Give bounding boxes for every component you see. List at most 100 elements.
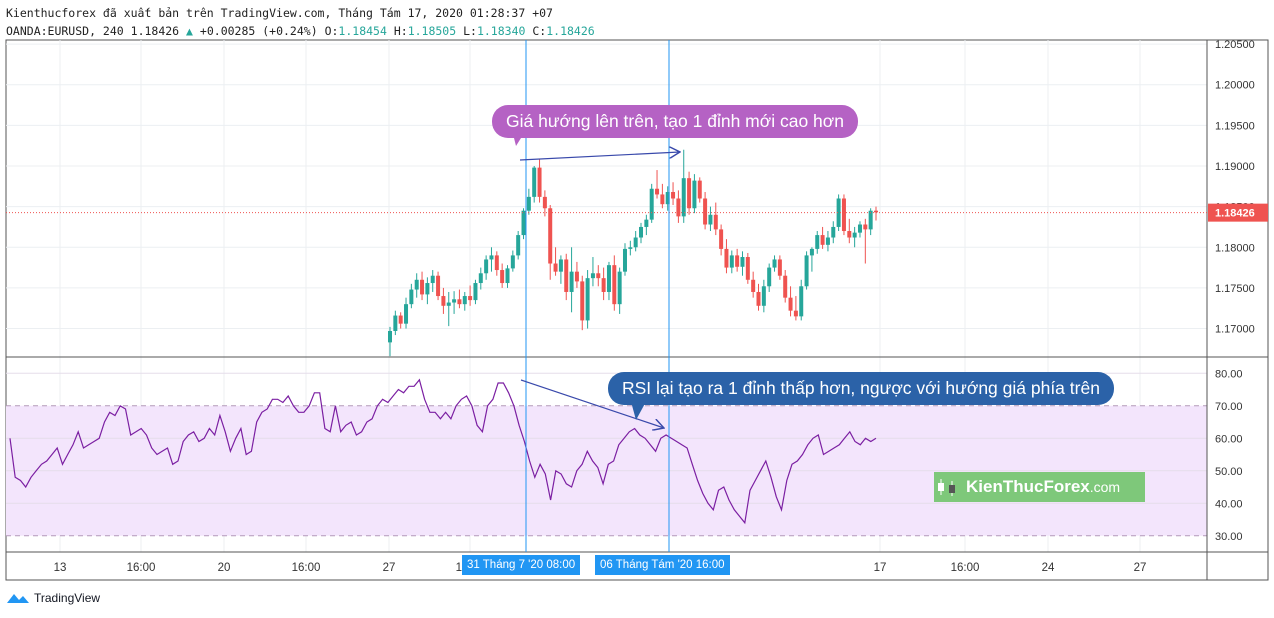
candle-body [735,255,740,267]
candle-body [398,315,403,324]
candle-body [404,304,409,324]
candle-body [532,167,537,197]
watermark-name: KienThucForex [966,477,1090,496]
rsi-tick-label: 80.00 [1215,368,1243,380]
candle-body [708,214,713,225]
candle-body [500,270,505,284]
candle-body [815,235,820,249]
candle-body [548,208,553,264]
candle-body [809,248,814,256]
candle-body [697,180,702,199]
current-price-tag [1208,203,1268,222]
candle-body [494,255,499,271]
candle-body [783,275,788,298]
candle-body [569,271,574,292]
time-tick-label: 27 [383,562,396,574]
candle-body [633,237,638,248]
time-tick-label: 24 [1042,562,1055,574]
candle-body [788,297,793,311]
rsi-annotation-bubble: RSI lại tạo ra 1 đỉnh thấp hơn, ngược vớ… [608,372,1114,405]
time-tick-label: 17 [874,562,887,574]
candle-body [558,259,563,272]
candle-body [388,330,392,343]
candle-body [484,259,489,274]
price-tick-label: 1.19500 [1215,120,1255,132]
time-tick-label: 16:00 [292,562,321,574]
candle-body [462,296,467,305]
candle-body [719,229,724,249]
candle-body [601,278,606,292]
candle-body [553,263,558,272]
candle-body [414,279,419,290]
candle-body [436,275,441,297]
price-annotation-bubble: Giá hướng lên trên, tạo 1 đỉnh mới cao h… [492,105,858,138]
time-tick-label: 16:00 [127,562,156,574]
candle-logo-icon [938,479,955,496]
candle-body [542,196,547,209]
candle-body [489,255,494,260]
candle-body [425,283,430,295]
candle-body [505,268,510,284]
time-tick-label: 16:00 [951,562,980,574]
candle-body [628,247,633,249]
candle-body [831,226,836,238]
candle-body [564,259,569,292]
candle-body [777,259,782,276]
open-value: 1.18454 [338,24,387,38]
close-value: 1.18426 [546,24,595,38]
candle-body [468,296,473,301]
candle-body [585,278,590,321]
tradingview-brand: TradingView [34,591,101,605]
candle-body [852,232,857,238]
rsi-tick-label: 70.00 [1215,401,1243,413]
candle-body [820,235,825,245]
tradingview-icon [7,594,29,603]
candle-body [478,273,483,284]
candle-body [516,235,521,256]
low-label: L: [463,24,477,38]
rsi-tick-label: 30.00 [1215,531,1243,543]
candle-body [606,265,611,292]
price-trend-arrow [519,152,680,161]
candle-body [836,198,841,227]
candle-body [420,279,425,295]
candle-body [740,257,745,267]
tradingview-logo[interactable]: TradingView [6,591,100,605]
candle-body [841,198,846,232]
candle-body [580,281,585,321]
watermark-logo: KienThucForex .com [934,472,1145,502]
candle-body [596,273,601,279]
time-tick-label: 27 [1134,562,1147,574]
price-tick-label: 1.20500 [1215,39,1255,51]
low-value: 1.18340 [476,24,526,38]
candle-body [793,310,798,317]
price-tick-label: 1.17500 [1215,283,1255,295]
candle-body [857,224,862,233]
candle-body [622,248,627,272]
candle-body [874,210,878,213]
candle-body [393,315,398,331]
rsi-tick-label: 40.00 [1215,498,1243,510]
candle-body [441,296,446,306]
candle-body [452,299,457,303]
candle-body [681,178,686,217]
candle-body [574,271,579,282]
candle-body [644,219,649,227]
candle-body [772,259,777,268]
candle-body [649,188,654,220]
candle-body [692,180,697,209]
symbol-label: OANDA:EURUSD, 240 [6,24,124,38]
candle-body [671,191,676,199]
candle-body [868,210,873,230]
candle-body [767,267,772,287]
crosshair-time-label-1: 31 Tháng 7 '20 08:00 [462,555,581,575]
candle-body [665,191,670,205]
candle-body [724,248,729,268]
current-price-label: 1.18426 [1215,208,1255,220]
candle-body [409,289,414,305]
candle-body [660,194,665,205]
candle-body [729,255,734,268]
candle-body [761,286,766,306]
price-tick-label: 1.19000 [1215,161,1255,173]
